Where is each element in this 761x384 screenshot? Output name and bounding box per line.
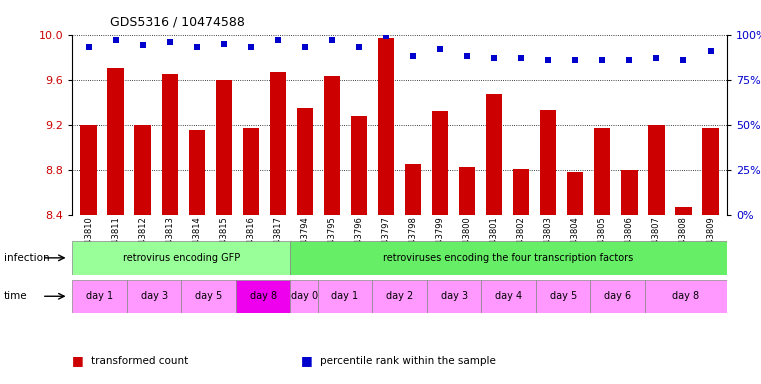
Point <box>677 57 689 63</box>
Point <box>218 40 230 46</box>
Bar <box>594 128 610 215</box>
Bar <box>405 164 421 215</box>
Text: day 8: day 8 <box>250 291 277 301</box>
Point <box>164 39 176 45</box>
Point <box>542 57 554 63</box>
Bar <box>297 108 313 215</box>
Text: infection: infection <box>4 253 49 263</box>
Point <box>461 53 473 59</box>
Text: day 1: day 1 <box>86 291 113 301</box>
Point <box>245 44 257 50</box>
Bar <box>236 280 291 313</box>
Bar <box>675 207 692 215</box>
Bar <box>621 170 638 215</box>
Bar <box>323 76 340 215</box>
Point <box>136 42 148 48</box>
Point <box>623 57 635 63</box>
Bar <box>72 280 127 313</box>
Bar <box>645 280 727 313</box>
Point <box>272 37 284 43</box>
Point <box>515 55 527 61</box>
Bar <box>482 280 536 313</box>
Point <box>110 37 122 43</box>
Point <box>380 33 392 40</box>
Text: day 3: day 3 <box>141 291 167 301</box>
Text: percentile rank within the sample: percentile rank within the sample <box>320 356 495 366</box>
Bar <box>107 68 124 215</box>
Bar <box>702 128 718 215</box>
Bar <box>72 241 291 275</box>
Bar <box>427 280 482 313</box>
Text: ■: ■ <box>72 354 84 367</box>
Bar <box>459 167 476 215</box>
Bar <box>486 94 502 215</box>
Point <box>597 57 609 63</box>
Text: retrovirus encoding GFP: retrovirus encoding GFP <box>123 253 240 263</box>
Point <box>82 44 94 50</box>
Bar <box>513 169 530 215</box>
Bar <box>648 125 664 215</box>
Bar <box>291 241 727 275</box>
Text: day 0: day 0 <box>291 291 317 301</box>
Bar <box>591 280 645 313</box>
Text: day 5: day 5 <box>549 291 577 301</box>
Text: retroviruses encoding the four transcription factors: retroviruses encoding the four transcrip… <box>384 253 634 263</box>
Bar <box>351 116 367 215</box>
Text: transformed count: transformed count <box>91 356 189 366</box>
Bar <box>161 74 178 215</box>
Bar <box>567 172 584 215</box>
Text: day 5: day 5 <box>195 291 222 301</box>
Text: day 2: day 2 <box>386 291 413 301</box>
Bar <box>189 131 205 215</box>
Bar <box>181 280 236 313</box>
Point <box>488 55 500 61</box>
Point <box>326 37 338 43</box>
Text: day 1: day 1 <box>332 291 358 301</box>
Text: day 8: day 8 <box>672 291 699 301</box>
Point <box>190 44 202 50</box>
Point <box>407 53 419 59</box>
Bar <box>378 38 394 215</box>
Bar <box>81 125 97 215</box>
Bar <box>540 110 556 215</box>
Text: day 3: day 3 <box>441 291 467 301</box>
Text: ■: ■ <box>301 354 312 367</box>
Point <box>705 48 717 54</box>
Bar <box>291 280 318 313</box>
Text: GDS5316 / 10474588: GDS5316 / 10474588 <box>110 15 245 28</box>
Point <box>569 57 581 63</box>
Bar <box>318 280 372 313</box>
Text: day 6: day 6 <box>604 291 631 301</box>
Text: day 4: day 4 <box>495 291 522 301</box>
Bar <box>269 72 286 215</box>
Bar <box>135 125 151 215</box>
Bar <box>536 280 591 313</box>
Bar <box>243 128 259 215</box>
Text: time: time <box>4 291 27 301</box>
Bar <box>432 111 448 215</box>
Bar <box>127 280 181 313</box>
Bar <box>372 280 427 313</box>
Point <box>434 46 446 52</box>
Point <box>299 44 311 50</box>
Point <box>353 44 365 50</box>
Point <box>651 55 663 61</box>
Bar <box>215 79 232 215</box>
